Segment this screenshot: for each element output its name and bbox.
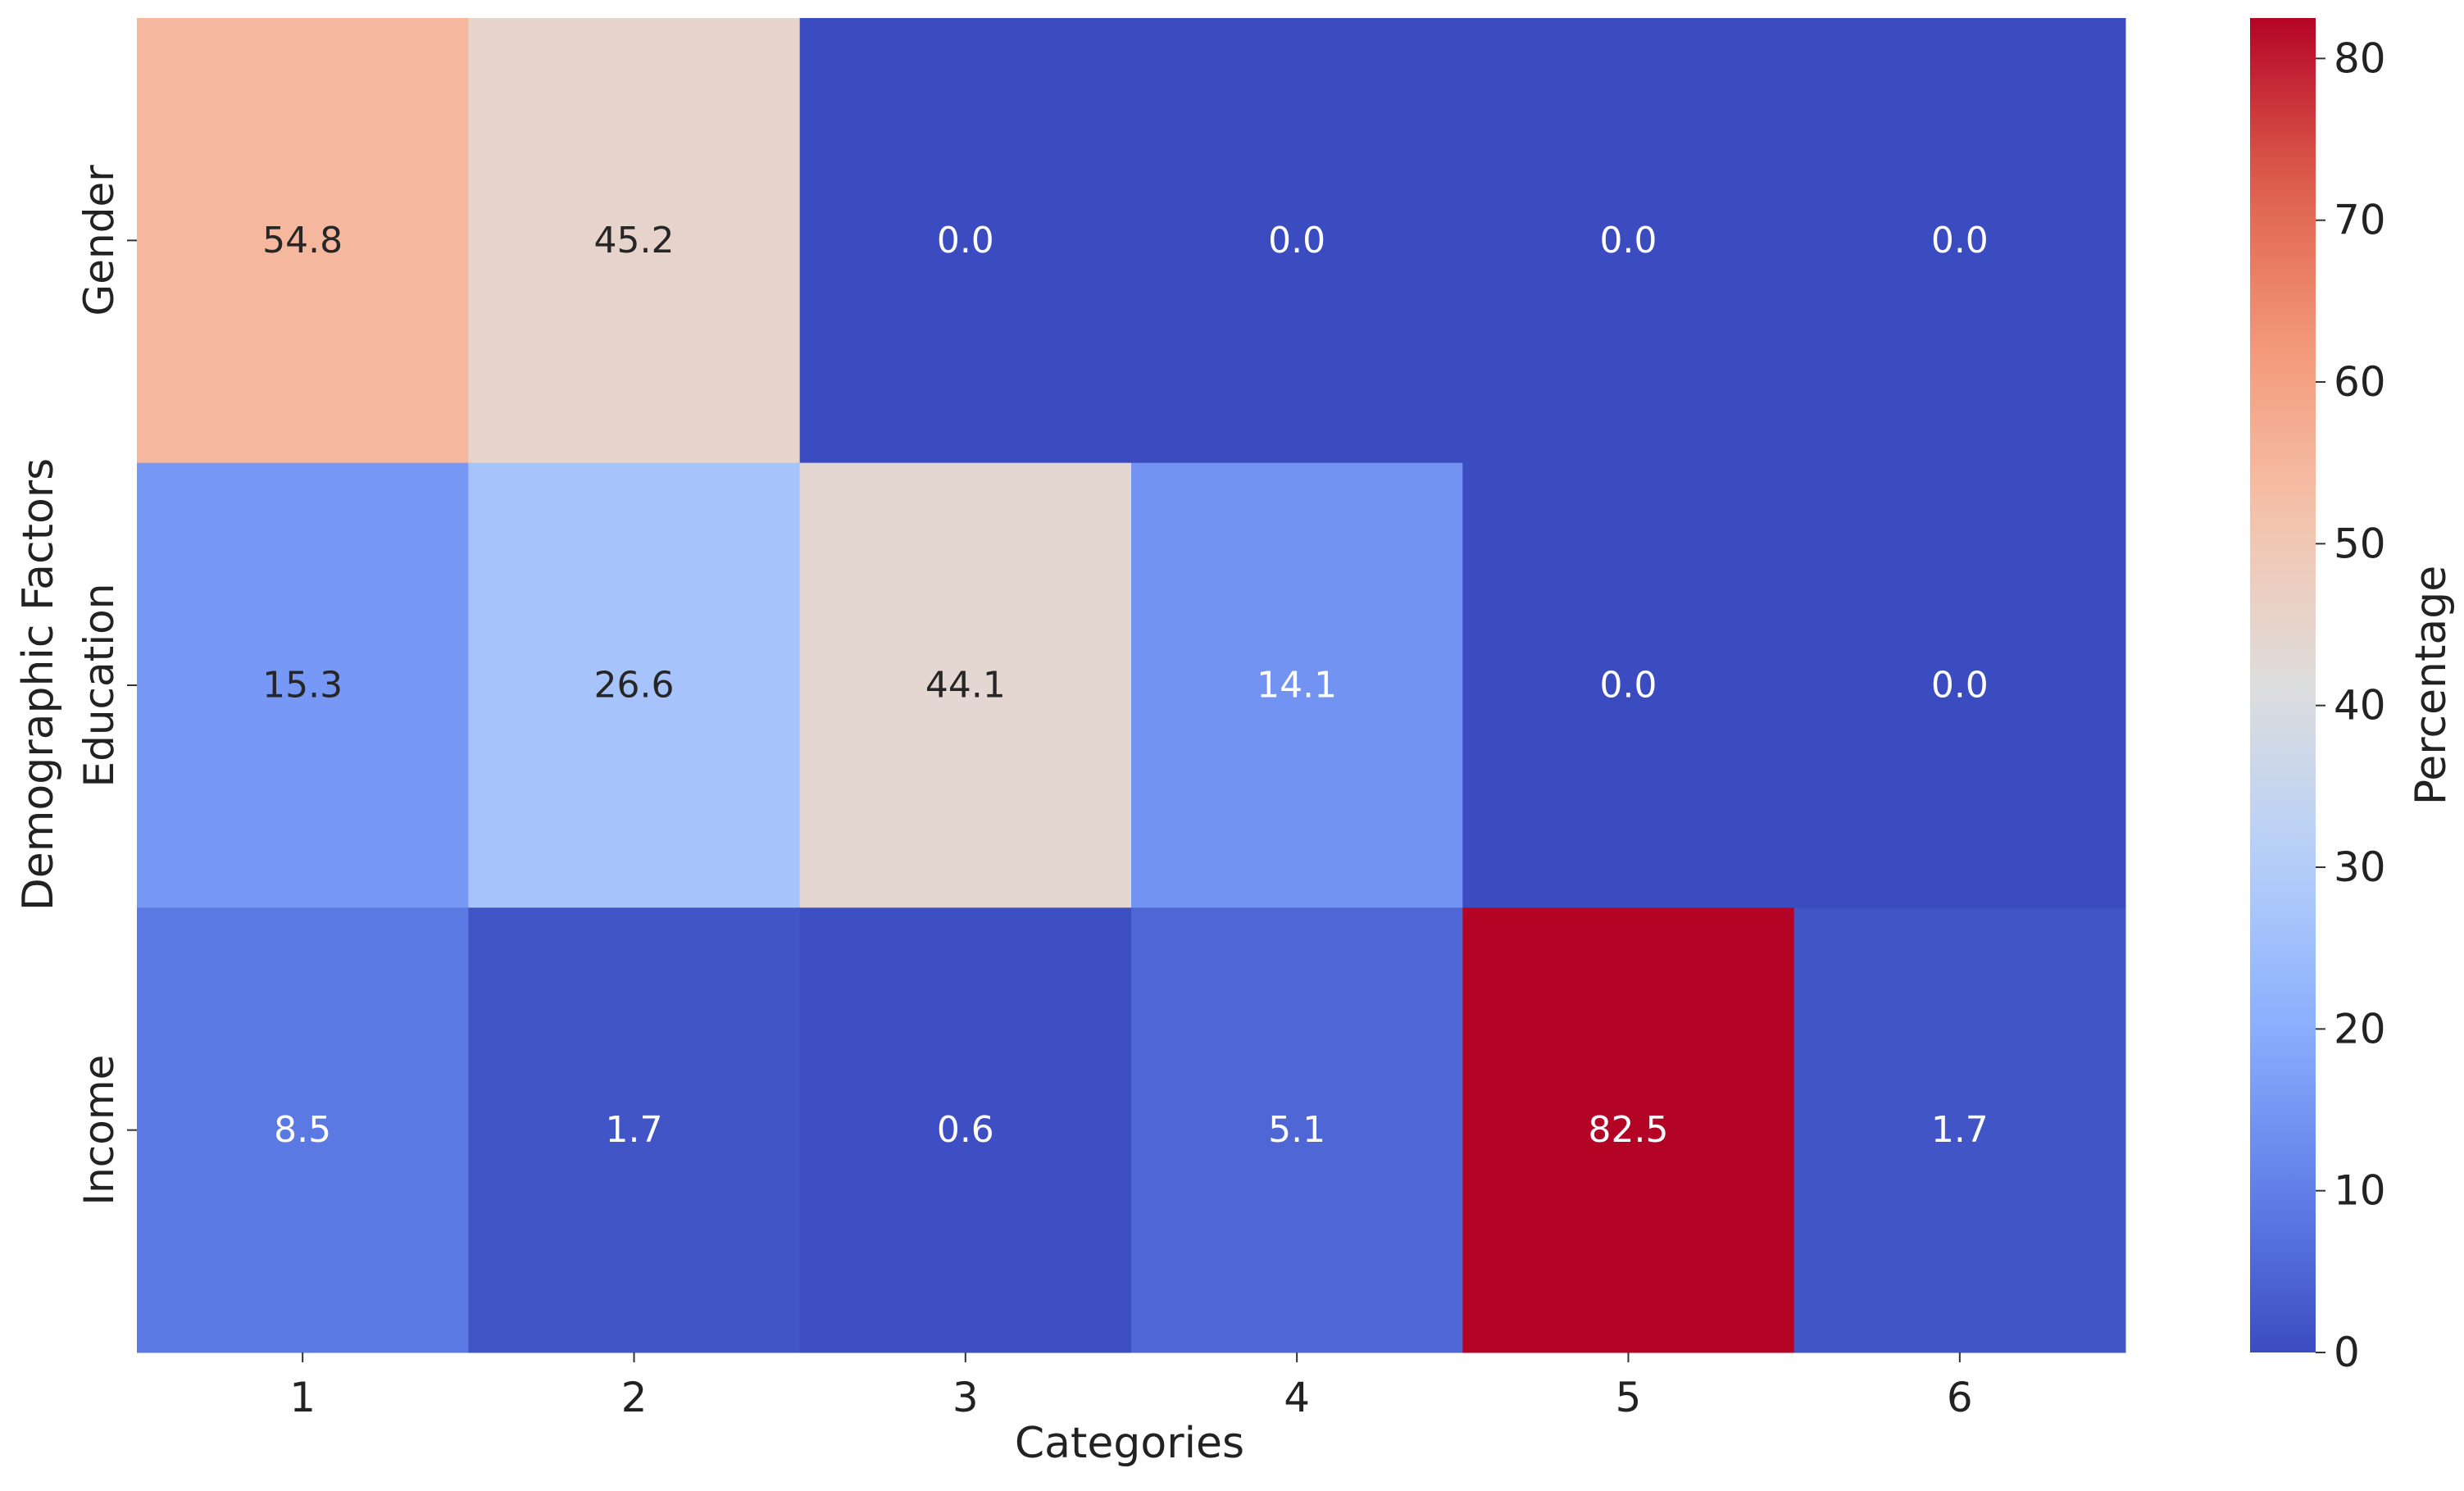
x-tick-label: 3 [952, 1374, 979, 1421]
cell-value-label: 44.1 [925, 665, 1006, 707]
cell-value-label: 1.7 [1931, 1109, 1989, 1151]
y-axis: Gender Education Income [75, 165, 137, 1206]
cell-value-label: 0.0 [1931, 220, 1989, 261]
cell-value-label: 0.0 [1931, 665, 1989, 707]
heatmap-cell [799, 18, 1132, 464]
y-axis-title: Demographic Factors [14, 458, 63, 911]
x-tick-label: 1 [289, 1374, 316, 1421]
y-tick-label: Income [75, 1055, 123, 1206]
cell-value-label: 15.3 [262, 665, 343, 707]
cell-value-label: 26.6 [594, 665, 675, 707]
colorbar: 0 10 20 30 40 50 60 70 80 [2250, 18, 2386, 1376]
heatmap-cell [137, 907, 469, 1353]
colorbar-tick-label: 60 [2334, 358, 2386, 406]
heatmap-cell [1131, 462, 1463, 908]
colorbar-tick-label: 0 [2334, 1329, 2360, 1376]
colorbar-title: Percentage [2407, 566, 2456, 806]
heatmap-cell [137, 462, 469, 908]
cell-value-label: 5.1 [1268, 1109, 1325, 1151]
colorbar-tick-label: 40 [2334, 682, 2386, 730]
heatmap-cell [1793, 18, 2126, 464]
x-axis: 1 2 3 4 5 6 [289, 1352, 1973, 1421]
cell-value-label: 0.0 [1600, 220, 1657, 261]
colorbar-tick-label: 20 [2334, 1005, 2386, 1052]
heatmap-cell [137, 18, 469, 464]
heatmap-cell [1131, 18, 1463, 464]
x-tick-label: 6 [1947, 1374, 1973, 1421]
heatmap-cell [799, 462, 1132, 908]
heatmap-cell [799, 907, 1132, 1353]
heatmap-cell [468, 907, 801, 1353]
heatmap-cell [468, 462, 801, 908]
colorbar-tick-label: 50 [2334, 520, 2386, 567]
cell-value-label: 0.0 [1600, 665, 1657, 707]
x-tick-label: 2 [621, 1374, 648, 1421]
colorbar-tick-label: 70 [2334, 197, 2386, 244]
heatmap-cell [1462, 907, 1795, 1353]
cell-value-label: 54.8 [262, 220, 343, 261]
x-tick-label: 5 [1616, 1374, 1642, 1421]
x-axis-title: Categories [1015, 1419, 1244, 1468]
y-tick-label: Gender [75, 165, 123, 316]
heatmap-cell [1131, 907, 1463, 1353]
cell-value-label: 0.0 [1268, 220, 1325, 261]
cell-value-label: 14.1 [1257, 665, 1337, 707]
colorbar-tick-label: 30 [2334, 843, 2386, 891]
heatmap-cells: 54.8 45.2 0.0 0.0 0.0 0.0 15.3 26.6 44.1 14.1 0.0 0… [137, 18, 2126, 1353]
heatmap-cell [1793, 907, 2126, 1353]
heatmap-cell [1462, 18, 1795, 464]
colorbar-gradient [2250, 18, 2316, 1352]
cell-value-label: 0.0 [937, 220, 994, 261]
cell-value-label: 0.6 [937, 1109, 994, 1151]
y-tick-label: Education [75, 584, 123, 788]
cell-value-label: 1.7 [606, 1109, 663, 1151]
cell-value-label: 82.5 [1589, 1109, 1669, 1151]
x-tick-label: 4 [1284, 1374, 1310, 1421]
heatmap-cell [468, 18, 801, 464]
cell-value-label: 8.5 [274, 1109, 331, 1151]
heatmap-cell [1462, 462, 1795, 908]
colorbar-tick-label: 80 [2334, 34, 2386, 82]
colorbar-tick-label: 10 [2334, 1167, 2386, 1215]
heatmap-cell [1793, 462, 2126, 908]
cell-value-label: 45.2 [594, 220, 675, 261]
